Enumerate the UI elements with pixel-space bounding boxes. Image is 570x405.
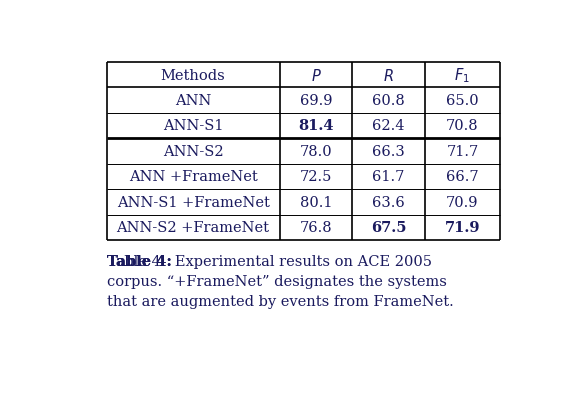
Text: Methods: Methods — [161, 68, 226, 82]
Text: 65.0: 65.0 — [446, 94, 479, 108]
Text: 81.4: 81.4 — [298, 119, 333, 133]
Text: ANN: ANN — [175, 94, 211, 108]
Text: ANN-S1 +FrameNet: ANN-S1 +FrameNet — [117, 195, 270, 209]
Text: 71.9: 71.9 — [445, 221, 480, 234]
Text: ANN-S1: ANN-S1 — [163, 119, 223, 133]
Text: ANN-S2: ANN-S2 — [163, 145, 223, 158]
Text: 63.6: 63.6 — [372, 195, 405, 209]
Text: $\mathit{F}_1$: $\mathit{F}_1$ — [454, 66, 470, 85]
Text: 70.9: 70.9 — [446, 195, 479, 209]
Text: Table 4:: Table 4: — [107, 254, 172, 269]
Text: ANN-S2 +FrameNet: ANN-S2 +FrameNet — [117, 221, 270, 234]
Text: 80.1: 80.1 — [300, 195, 332, 209]
Text: Table 4:  Experimental results on ACE 2005
corpus. “+FrameNet” designates the sy: Table 4: Experimental results on ACE 200… — [107, 254, 453, 308]
Text: 61.7: 61.7 — [372, 170, 405, 184]
Text: 70.8: 70.8 — [446, 119, 479, 133]
Text: 69.9: 69.9 — [300, 94, 332, 108]
Text: 72.5: 72.5 — [300, 170, 332, 184]
Text: 66.3: 66.3 — [372, 145, 405, 158]
Text: ANN +FrameNet: ANN +FrameNet — [129, 170, 258, 184]
Text: 76.8: 76.8 — [300, 221, 332, 234]
Text: Table 4:: Table 4: — [107, 254, 172, 269]
Text: 60.8: 60.8 — [372, 94, 405, 108]
Text: $\mathit{R}$: $\mathit{R}$ — [383, 67, 394, 83]
Text: 62.4: 62.4 — [372, 119, 405, 133]
Text: 78.0: 78.0 — [300, 145, 332, 158]
Text: 71.7: 71.7 — [446, 145, 479, 158]
Text: 66.7: 66.7 — [446, 170, 479, 184]
Text: $\mathit{P}$: $\mathit{P}$ — [311, 67, 321, 83]
Text: 67.5: 67.5 — [371, 221, 406, 234]
